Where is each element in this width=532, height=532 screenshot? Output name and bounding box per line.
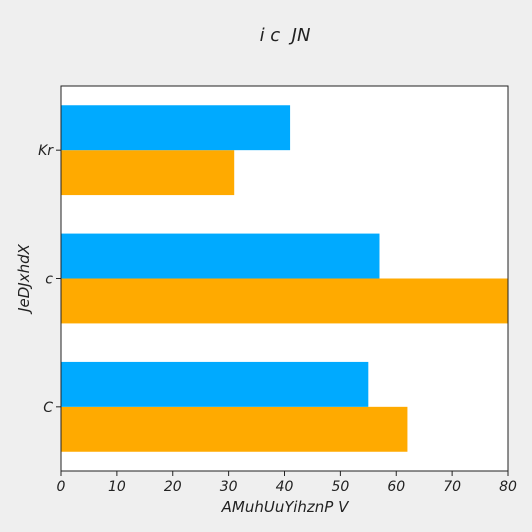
y-axis-label: JeDJxhdX: [15, 243, 33, 315]
bar-1-2: [61, 105, 291, 151]
y-tick-label: Kr: [38, 143, 54, 159]
y-tick-label: c: [45, 272, 53, 288]
x-tick-label: 20: [164, 479, 182, 495]
bar-0-1: [61, 278, 508, 324]
x-tick-label: 10: [108, 479, 126, 495]
bar-1-1: [61, 233, 380, 279]
y-tick-label: C: [43, 400, 53, 416]
bar-0-0: [61, 406, 408, 452]
x-tick-label: 50: [331, 479, 349, 495]
bars-layer: [61, 105, 508, 452]
x-tick-label: 70: [443, 479, 461, 495]
chart-title: i c JN: [260, 25, 311, 46]
x-tick-label: 30: [220, 479, 238, 495]
x-ticks-layer: 0 10 20 30 40 50 60 70 80: [57, 471, 517, 495]
x-tick-label: 80: [499, 479, 517, 495]
x-axis-label: AMuhUuYihznP V: [221, 498, 350, 516]
y-ticks-layer: Cc Kr: [38, 143, 61, 416]
bar-1-0: [61, 361, 369, 407]
bar-0-2: [61, 150, 235, 196]
x-tick-label: 60: [387, 479, 405, 495]
x-tick-label: 0: [57, 479, 66, 495]
x-tick-label: 40: [276, 479, 294, 495]
